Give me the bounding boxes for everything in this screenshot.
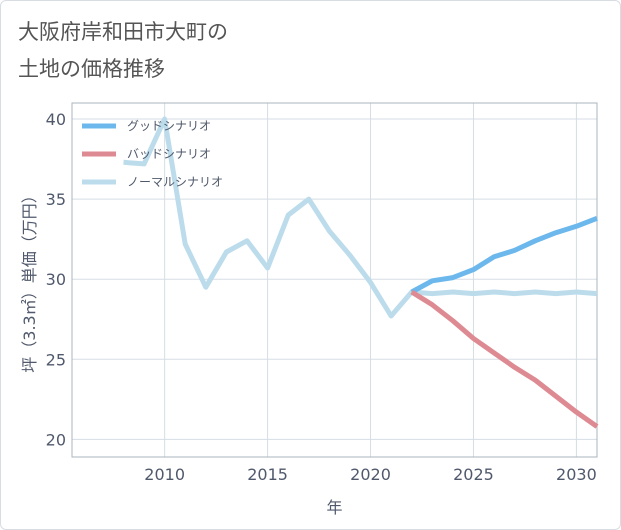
y-axis-title: 坪（3.3㎡）単価（万円）: [20, 187, 39, 372]
y-tick-label: 25: [46, 350, 66, 369]
series-lines: [123, 116, 599, 429]
y-tick-label: 40: [46, 110, 66, 129]
normal-scenario-line: [123, 116, 598, 319]
bad-scenario-line: [410, 289, 599, 429]
x-tick-label: 2010: [144, 465, 185, 484]
legend-good-scenario-label: グッドシナリオ: [127, 119, 211, 133]
y-tick-label: 30: [46, 270, 66, 289]
plot-frame: [71, 102, 598, 458]
x-tick-label: 2030: [556, 465, 597, 484]
x-tick-label: 2020: [350, 465, 391, 484]
y-tick-label: 35: [46, 190, 66, 209]
x-axis-title: 年: [326, 498, 342, 517]
chart-title: 大阪府岸和田市大町の 土地の価格推移: [18, 20, 228, 81]
good-scenario-line: [410, 215, 598, 295]
x-tick-label: 2015: [247, 465, 288, 484]
legend-normal-scenario-label: ノーマルシナリオ: [127, 175, 223, 189]
legend-bad-scenario-label: バッドシナリオ: [127, 147, 211, 161]
x-tick-label: 2025: [453, 465, 494, 484]
y-tick-label: 20: [46, 430, 66, 449]
